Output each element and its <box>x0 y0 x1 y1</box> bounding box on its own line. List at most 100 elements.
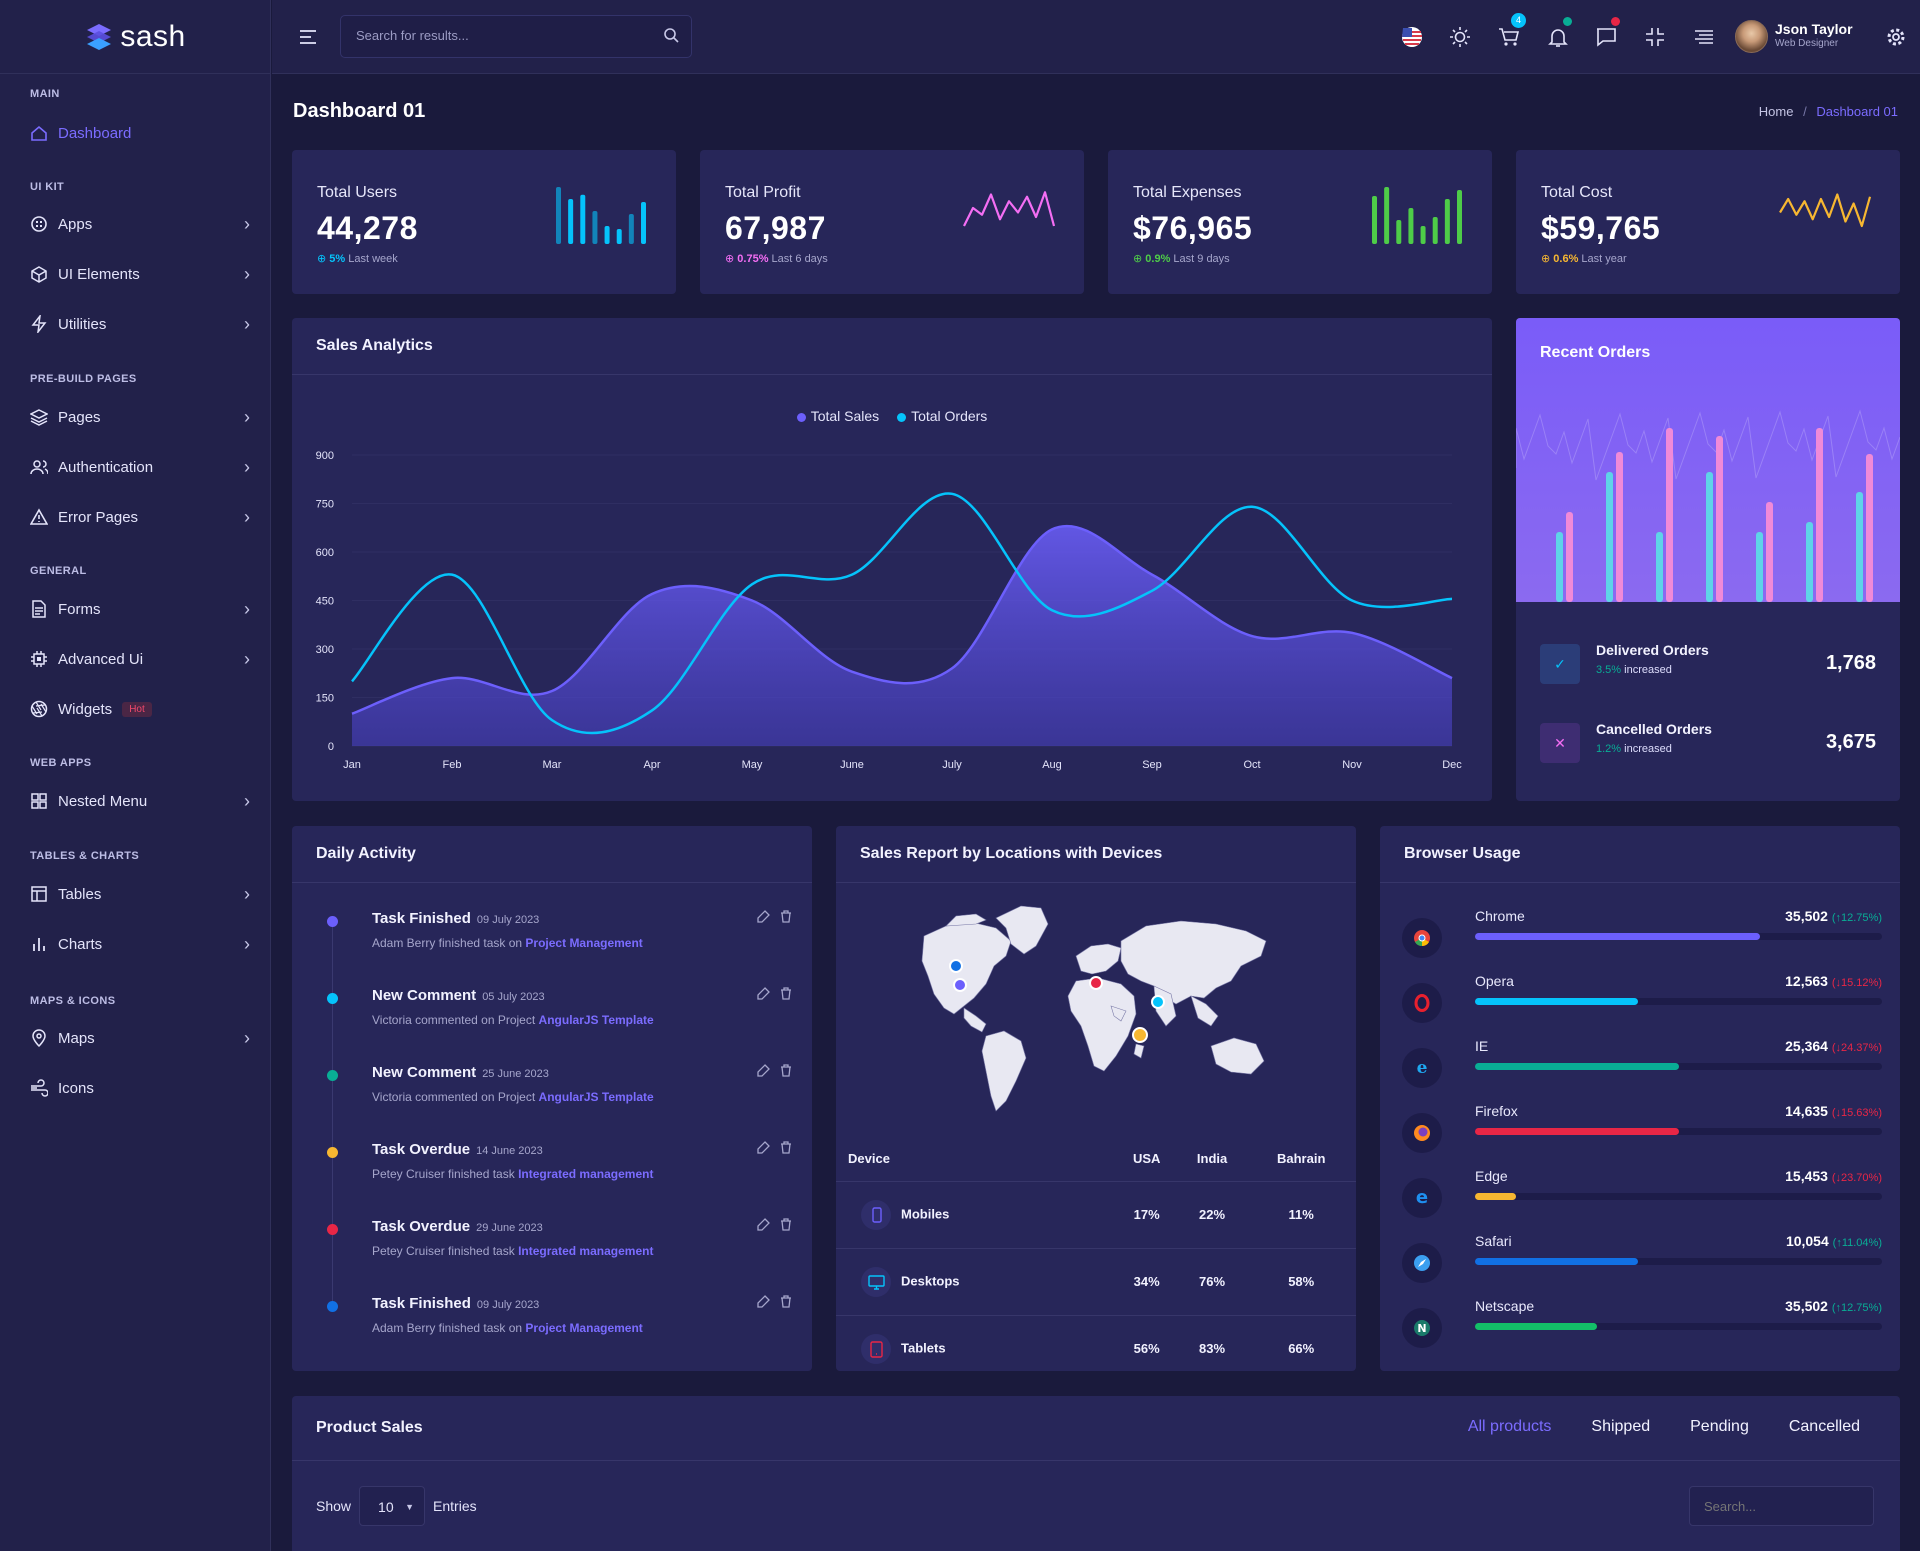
edit-icon[interactable] <box>757 910 770 926</box>
fullscreen-exit-icon[interactable] <box>1641 23 1669 51</box>
tab-pending[interactable]: Pending <box>1690 1418 1749 1435</box>
sidebar-item-label: Dashboard <box>58 124 132 142</box>
safari-icon <box>1402 1243 1442 1283</box>
table-search-box[interactable] <box>1689 1486 1874 1526</box>
browser-row-ie: e IE 25,364 (↓24.37%) <box>1402 1038 1882 1098</box>
entries-select[interactable]: 10 ▼ <box>359 1486 426 1526</box>
activity-title: Task Overdue 14 June 2023 <box>372 1141 543 1158</box>
chevron-right-icon: › <box>244 790 250 811</box>
cart-icon[interactable]: 4 <box>1495 13 1526 51</box>
activity-link[interactable]: Integrated management <box>518 1244 654 1258</box>
progress-track <box>1475 1063 1882 1070</box>
trash-icon[interactable] <box>780 1295 792 1311</box>
sun-icon[interactable] <box>1446 23 1474 51</box>
cart-count-badge: 4 <box>1511 13 1526 28</box>
box-icon <box>30 265 48 283</box>
activity-link[interactable]: Project Management <box>525 1321 643 1335</box>
delivered-orders-row: ✓ Delivered Orders 3.5% increased 1,768 <box>1540 642 1876 692</box>
edit-icon[interactable] <box>757 1218 770 1234</box>
edit-icon[interactable] <box>757 987 770 1003</box>
search-icon[interactable] <box>663 27 679 46</box>
sidebar-item-advanced-ui[interactable]: Advanced Ui › <box>30 644 250 674</box>
sidebar-item-pages[interactable]: Pages › <box>30 402 250 432</box>
entries-label: Entries <box>433 1498 477 1514</box>
browser-change: 11.04% <box>1841 1237 1879 1249</box>
timeline-dot <box>327 916 338 927</box>
legend-total-sales[interactable]: Total Sales <box>796 408 879 424</box>
progress-fill <box>1475 933 1760 940</box>
timeline-dot <box>327 1070 338 1081</box>
sidebar-item-forms[interactable]: Forms › <box>30 594 250 624</box>
hot-badge: Hot <box>122 701 152 717</box>
trash-icon[interactable] <box>780 1064 792 1080</box>
timeline-dot <box>327 993 338 1004</box>
legend-total-orders[interactable]: Total Orders <box>897 408 987 424</box>
edit-icon[interactable] <box>757 1141 770 1157</box>
browser-value: 12,563 (↓15.12%) <box>1785 973 1882 989</box>
sidebar-item-label: Utilities <box>58 315 107 333</box>
sidebar-item-maps[interactable]: Maps › <box>30 1023 250 1053</box>
svg-text:e: e <box>1417 1059 1428 1077</box>
timeline-line <box>332 918 333 1308</box>
edit-icon[interactable] <box>757 1295 770 1311</box>
trash-icon[interactable] <box>780 987 792 1003</box>
settings-gear-icon[interactable] <box>1882 23 1910 51</box>
activity-link[interactable]: AngularJS Template <box>538 1013 654 1027</box>
tab-shipped[interactable]: Shipped <box>1591 1418 1651 1435</box>
search-box[interactable] <box>340 15 692 58</box>
trash-icon[interactable] <box>780 1218 792 1234</box>
sidebar-item-charts[interactable]: Charts › <box>30 929 250 959</box>
sidebar-item-dashboard[interactable]: Dashboard <box>30 118 250 148</box>
stat-card-total-cost: Total Cost $59,765 ⊕ 0.6% Last year <box>1516 150 1900 294</box>
trash-icon[interactable] <box>780 1141 792 1157</box>
tab-cancelled[interactable]: Cancelled <box>1788 1418 1860 1435</box>
search-input[interactable] <box>356 28 646 43</box>
sidebar-item-icons[interactable]: Icons <box>30 1073 250 1103</box>
bell-icon[interactable] <box>1544 17 1572 51</box>
browser-usage-title: Browser Usage <box>1380 826 1900 883</box>
message-icon[interactable] <box>1592 17 1620 51</box>
logo[interactable]: sash <box>0 0 270 74</box>
table-search-input[interactable] <box>1704 1499 1854 1514</box>
browser-change: 15.63% <box>1841 1107 1879 1119</box>
us-flag-icon[interactable] <box>1398 23 1426 51</box>
table-row: Tablets 56% 83% 66% <box>836 1315 1356 1371</box>
sidebar-item-apps[interactable]: Apps › <box>30 209 250 239</box>
sidebar-item-ui-elements[interactable]: UI Elements › <box>30 259 250 289</box>
chevron-right-icon: › <box>244 883 250 904</box>
usa-cell: 56% <box>1115 1315 1178 1371</box>
browser-name: Netscape <box>1475 1298 1535 1314</box>
sidebar-item-authentication[interactable]: Authentication › <box>30 452 250 482</box>
sidebar-item-tables[interactable]: Tables › <box>30 879 250 909</box>
activity-link[interactable]: Integrated management <box>518 1167 654 1181</box>
activity-link[interactable]: Project Management <box>525 936 643 950</box>
browser-value: 14,635 (↓15.63%) <box>1785 1103 1882 1119</box>
tab-all-products[interactable]: All products <box>1467 1418 1552 1435</box>
sparkline-bar <box>1384 187 1390 244</box>
right-sidebar-icon[interactable] <box>1690 23 1718 51</box>
activity-link[interactable]: AngularJS Template <box>538 1090 654 1104</box>
progress-fill <box>1475 1063 1679 1070</box>
order-bar <box>1566 512 1573 602</box>
menu-toggle-icon[interactable] <box>294 23 322 51</box>
user-profile[interactable]: Json Taylor Web Designer <box>1735 18 1865 56</box>
sidebar-item-label: Error Pages <box>58 508 139 526</box>
trash-icon[interactable] <box>780 910 792 926</box>
sparkline-line <box>963 191 1056 227</box>
sidebar-item-widgets[interactable]: Widgets Hot <box>30 694 250 724</box>
column-header: USA <box>1115 1136 1178 1182</box>
sidebar-item-utilities[interactable]: Utilities › <box>30 309 250 339</box>
sidebar-item-error-pages[interactable]: Error Pages › <box>30 502 250 532</box>
chevron-right-icon: › <box>244 648 250 669</box>
sidebar-item-label: Icons <box>58 1079 94 1097</box>
y-tick-label: 150 <box>316 693 334 705</box>
breadcrumb-home[interactable]: Home <box>1758 104 1794 119</box>
sparkline-bar <box>1396 220 1402 244</box>
x-tick-label: Jan <box>343 759 361 771</box>
edit-icon[interactable] <box>757 1064 770 1080</box>
sparkline-bar <box>1457 190 1462 244</box>
monitor-icon <box>861 1266 891 1297</box>
order-bar <box>1856 492 1863 602</box>
sidebar-item-nested-menu[interactable]: Nested Menu › <box>30 786 250 816</box>
sidebar-category-ui-kit: UI KIT <box>30 181 65 193</box>
